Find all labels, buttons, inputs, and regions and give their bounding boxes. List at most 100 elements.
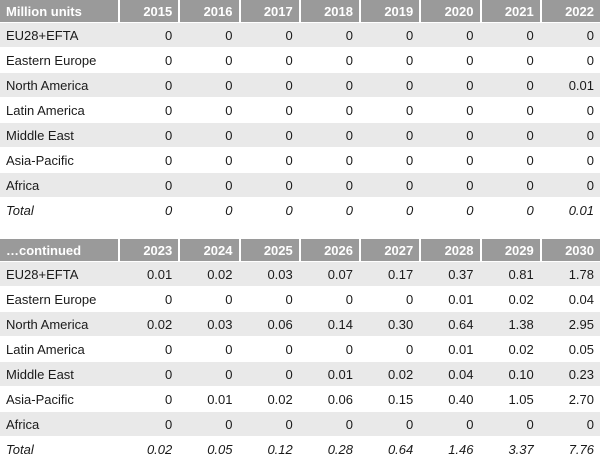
value-cell: 0 [479, 97, 540, 122]
value-cell: 0 [479, 197, 540, 222]
value-cell: 0 [298, 411, 359, 436]
value-cell: 0 [178, 22, 239, 47]
year-header: 2019 [359, 0, 420, 22]
value-cell: 0 [419, 22, 480, 47]
value-cell: 0.03 [178, 311, 239, 336]
value-cell: 0.01 [298, 361, 359, 386]
table-row: Middle East 0 0 0 0.01 0.02 0.04 0.10 0.… [0, 361, 600, 386]
value-cell: 0 [238, 22, 299, 47]
region-label: Africa [0, 172, 118, 197]
value-cell: 0.04 [539, 286, 600, 311]
region-label: Latin America [0, 336, 118, 361]
value-cell: 1.46 [419, 436, 480, 461]
region-label: Africa [0, 411, 118, 436]
total-row: Total 0.02 0.05 0.12 0.28 0.64 1.46 3.37… [0, 436, 600, 461]
value-cell: 0 [238, 197, 299, 222]
year-header: 2029 [479, 239, 540, 261]
table-row: Asia-Pacific 0 0 0 0 0 0 0 0 [0, 147, 600, 172]
value-cell: 0 [359, 197, 420, 222]
year-header: 2028 [419, 239, 480, 261]
value-cell: 0 [539, 97, 600, 122]
value-cell: 0 [298, 47, 359, 72]
header-row: …continued 2023 2024 2025 2026 2027 2028… [0, 239, 600, 261]
value-cell: 0 [178, 147, 239, 172]
value-cell: 0 [178, 72, 239, 97]
value-cell: 7.76 [539, 436, 600, 461]
value-cell: 0 [298, 97, 359, 122]
value-cell: 0 [238, 97, 299, 122]
value-cell: 0 [479, 147, 540, 172]
value-cell: 0 [118, 411, 179, 436]
value-cell: 0 [238, 122, 299, 147]
value-cell: 0 [419, 122, 480, 147]
value-cell: 0 [359, 47, 420, 72]
value-cell: 0 [359, 122, 420, 147]
value-cell: 0.02 [118, 436, 179, 461]
value-cell: 0 [178, 411, 239, 436]
table-row: North America 0.02 0.03 0.06 0.14 0.30 0… [0, 311, 600, 336]
region-label: Latin America [0, 97, 118, 122]
value-cell: 0 [238, 361, 299, 386]
value-cell: 0 [118, 286, 179, 311]
year-header: 2015 [118, 0, 179, 22]
value-cell: 0 [118, 47, 179, 72]
value-cell: 0 [298, 22, 359, 47]
value-cell: 0 [178, 122, 239, 147]
value-cell: 0.01 [419, 286, 480, 311]
value-cell: 0 [118, 97, 179, 122]
value-cell: 0 [539, 147, 600, 172]
year-header: 2023 [118, 239, 179, 261]
units-table-2015-2022: Million units 2015 2016 2017 2018 2019 2… [0, 0, 600, 222]
value-cell: 0 [419, 147, 480, 172]
year-header: 2021 [479, 0, 540, 22]
value-cell: 0 [118, 386, 179, 411]
value-cell: 0.02 [238, 386, 299, 411]
region-label: Asia-Pacific [0, 147, 118, 172]
value-cell: 0.02 [178, 261, 239, 286]
table-row: Africa 0 0 0 0 0 0 0 0 [0, 172, 600, 197]
value-cell: 0 [298, 197, 359, 222]
value-cell: 0.30 [359, 311, 420, 336]
table-row: EU28+EFTA 0.01 0.02 0.03 0.07 0.17 0.37 … [0, 261, 600, 286]
value-cell: 0.02 [479, 286, 540, 311]
value-cell: 0 [178, 361, 239, 386]
value-cell: 0.23 [539, 361, 600, 386]
value-cell: 0 [479, 122, 540, 147]
value-cell: 0 [359, 72, 420, 97]
value-cell: 0.02 [479, 336, 540, 361]
value-cell: 0.64 [419, 311, 480, 336]
value-cell: 0 [479, 72, 540, 97]
value-cell: 0.01 [118, 261, 179, 286]
value-cell: 0 [359, 286, 420, 311]
table-row: North America 0 0 0 0 0 0 0 0.01 [0, 72, 600, 97]
region-label: Asia-Pacific [0, 386, 118, 411]
value-cell: 0 [118, 72, 179, 97]
table-row: Latin America 0 0 0 0 0 0.01 0.02 0.05 [0, 336, 600, 361]
value-cell: 0 [118, 361, 179, 386]
table-row: Eastern Europe 0 0 0 0 0 0 0 0 [0, 47, 600, 72]
value-cell: 0 [178, 97, 239, 122]
value-cell: 0 [298, 336, 359, 361]
region-label: Eastern Europe [0, 286, 118, 311]
value-cell: 0.81 [479, 261, 540, 286]
value-cell: 0.17 [359, 261, 420, 286]
value-cell: 0.05 [178, 436, 239, 461]
value-cell: 0 [178, 172, 239, 197]
region-label: EU28+EFTA [0, 261, 118, 286]
table-row: Africa 0 0 0 0 0 0 0 0 [0, 411, 600, 436]
value-cell: 0.01 [539, 72, 600, 97]
value-cell: 0 [479, 47, 540, 72]
value-cell: 0 [419, 172, 480, 197]
header-label: …continued [0, 239, 118, 261]
value-cell: 0 [539, 47, 600, 72]
value-cell: 0 [479, 172, 540, 197]
value-cell: 0 [298, 122, 359, 147]
value-cell: 0 [419, 197, 480, 222]
value-cell: 0 [419, 72, 480, 97]
units-table-2023-2030: …continued 2023 2024 2025 2026 2027 2028… [0, 239, 600, 461]
value-cell: 0 [479, 22, 540, 47]
value-cell: 0 [419, 47, 480, 72]
value-cell: 0 [359, 22, 420, 47]
value-cell: 0.01 [178, 386, 239, 411]
value-cell: 0 [238, 72, 299, 97]
